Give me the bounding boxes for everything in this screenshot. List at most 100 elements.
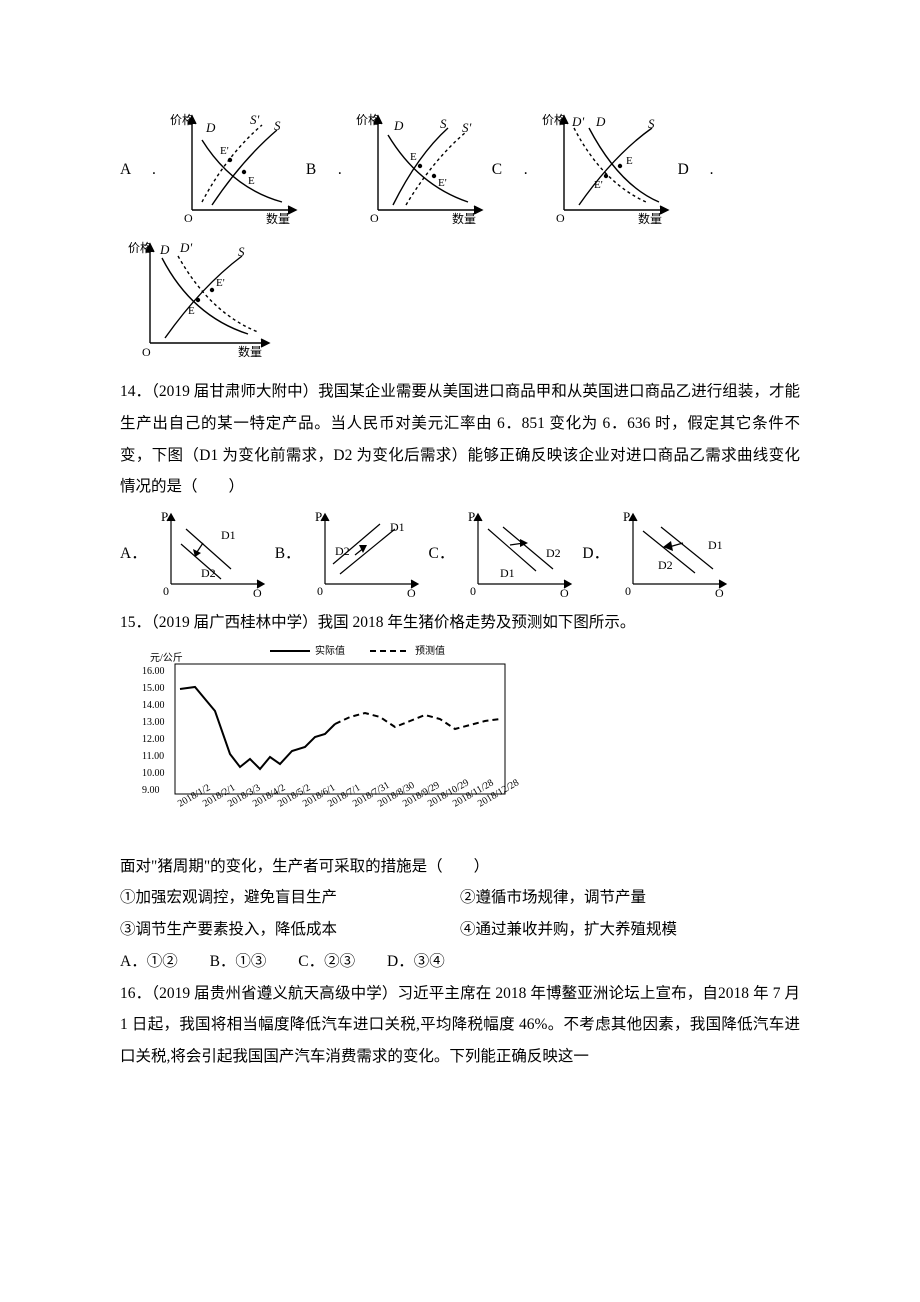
svg-text:13.00: 13.00 — [142, 717, 165, 728]
q15-od: D．③④ — [387, 946, 445, 978]
svg-text:E: E — [188, 305, 195, 317]
svg-text:D': D' — [571, 114, 584, 129]
svg-text:15.00: 15.00 — [142, 683, 165, 694]
sd-graph-b: 价格 数量 O D S S' E E' — [348, 110, 488, 230]
svg-text:E: E — [626, 155, 633, 167]
svg-text:14.00: 14.00 — [142, 700, 165, 711]
q14-opt-a: A． — [120, 538, 147, 570]
option-d-letter: D — [678, 154, 700, 186]
svg-text:O: O — [142, 345, 151, 359]
svg-text:O: O — [370, 211, 379, 225]
svg-text:O: O — [184, 211, 193, 225]
svg-text:价格: 价格 — [128, 240, 152, 255]
svg-text:E': E' — [220, 145, 229, 157]
sd-graph-d: 价格 数量 O D D' S E E' — [120, 238, 280, 368]
q15-oc: C．②③ — [298, 946, 355, 978]
q15-ob: B．①③ — [210, 946, 267, 978]
svg-text:16.00: 16.00 — [142, 666, 165, 677]
svg-text:D2: D2 — [658, 558, 673, 572]
sd-graph-row-2: 价格 数量 O D D' S E E' — [120, 238, 800, 368]
svg-text:E': E' — [216, 277, 225, 289]
svg-text:D2: D2 — [546, 546, 561, 560]
svg-text:O: O — [253, 586, 262, 599]
q15-c2: ②遵循市场规律，调节产量 — [460, 882, 800, 914]
svg-text:D: D — [595, 114, 606, 129]
q14-graph-d: P 0 O D1 D2 — [613, 509, 733, 599]
option-b-letter: B — [306, 154, 328, 186]
svg-text:D: D — [393, 118, 404, 133]
q15-choices-row1: ①加强宏观调控，避免盲目生产 ②遵循市场规律，调节产量 — [120, 882, 800, 914]
svg-text:D1: D1 — [708, 538, 723, 552]
option-d-dot: . — [710, 154, 716, 186]
svg-text:9.00: 9.00 — [142, 785, 160, 796]
q15-oa: A．①② — [120, 946, 178, 978]
svg-text:E: E — [248, 175, 255, 187]
q15-options: A．①② B．①③ C．②③ D．③④ — [120, 946, 800, 978]
svg-text:0: 0 — [470, 584, 476, 598]
q14-text: 14．（2019 届甘肃师大附中）我国某企业需要从美国进口商品甲和从英国进口商品… — [120, 376, 800, 503]
svg-text:D1: D1 — [500, 566, 515, 580]
svg-text:预测值: 预测值 — [415, 644, 445, 657]
svg-text:0: 0 — [625, 584, 631, 598]
svg-text:价格: 价格 — [542, 112, 566, 127]
svg-text:S': S' — [250, 112, 260, 127]
q15-c4: ④通过兼收并购，扩大养殖规模 — [460, 914, 800, 946]
svg-text:12.00: 12.00 — [142, 734, 165, 745]
svg-text:S: S — [238, 244, 245, 259]
svg-text:E': E' — [594, 179, 603, 191]
q15-c3: ③调节生产要素投入，降低成本 — [120, 914, 460, 946]
svg-text:D2: D2 — [201, 566, 216, 580]
svg-text:0: 0 — [163, 584, 169, 598]
q14-graph-row: A． P 0 O D1 D2 B． P 0 O D1 D2 C． P 0 — [120, 509, 800, 599]
q14-opt-d: D． — [582, 538, 609, 570]
svg-text:D: D — [205, 120, 216, 135]
svg-text:10.00: 10.00 — [142, 768, 165, 779]
svg-text:P: P — [161, 509, 168, 524]
svg-text:S': S' — [462, 120, 472, 135]
option-c-dot: . — [524, 154, 530, 186]
svg-text:数量: 数量 — [266, 211, 290, 226]
svg-text:S: S — [648, 116, 655, 131]
sd-graph-a: 价格 数量 O D S S' E E' — [162, 110, 302, 230]
svg-text:价格: 价格 — [356, 112, 380, 127]
svg-text:D': D' — [179, 240, 192, 255]
svg-text:数量: 数量 — [452, 211, 476, 226]
q14-graph-c: P 0 O D1 D2 — [458, 509, 578, 599]
q14-opt-b: B． — [275, 538, 301, 570]
q16-text: 16．（2019 届贵州省遵义航天高级中学）习近平主席在 2018 年博鳌亚洲论… — [120, 978, 800, 1073]
svg-text:E: E — [410, 151, 417, 163]
q15-intro: 15．（2019 届广西桂林中学）我国 2018 年生猪价格走势及预测如下图所示… — [120, 607, 800, 639]
option-a-dot: . — [152, 154, 158, 186]
svg-text:P: P — [623, 509, 630, 524]
svg-text:O: O — [715, 586, 724, 599]
svg-text:O: O — [556, 211, 565, 225]
svg-text:D1: D1 — [390, 520, 405, 534]
svg-text:O: O — [560, 586, 569, 599]
svg-text:D: D — [159, 242, 170, 257]
svg-text:数量: 数量 — [638, 211, 662, 226]
svg-text:S: S — [440, 116, 447, 131]
option-b-dot: . — [338, 154, 344, 186]
svg-text:数量: 数量 — [238, 344, 262, 359]
q15-choices-row2: ③调节生产要素投入，降低成本 ④通过兼收并购，扩大养殖规模 — [120, 914, 800, 946]
svg-text:实际值: 实际值 — [315, 644, 345, 657]
q14-opt-c: C． — [429, 538, 455, 570]
svg-text:0: 0 — [317, 584, 323, 598]
svg-text:P: P — [468, 509, 475, 524]
svg-text:11.00: 11.00 — [142, 751, 164, 762]
svg-text:价格: 价格 — [170, 112, 194, 127]
svg-text:E': E' — [438, 177, 447, 189]
sd-graph-c: 价格 数量 O D D' S E E' — [534, 110, 674, 230]
q14-graph-a: P 0 O D1 D2 — [151, 509, 271, 599]
svg-text:S: S — [274, 118, 281, 133]
pork-price-chart: 实际值 预测值 元/公斤 16.00 15.00 14.00 13.00 12.… — [120, 639, 520, 839]
option-a-letter: A — [120, 154, 142, 186]
svg-text:元/公斤: 元/公斤 — [150, 652, 183, 664]
option-c-letter: C — [492, 154, 514, 186]
svg-text:P: P — [315, 509, 322, 524]
q15-c1: ①加强宏观调控，避免盲目生产 — [120, 882, 460, 914]
svg-text:D1: D1 — [221, 528, 236, 542]
svg-text:O: O — [407, 586, 416, 599]
svg-text:D2: D2 — [335, 544, 350, 558]
q15-stem: 面对"猪周期"的变化，生产者可采取的措施是（ ） — [120, 851, 800, 883]
